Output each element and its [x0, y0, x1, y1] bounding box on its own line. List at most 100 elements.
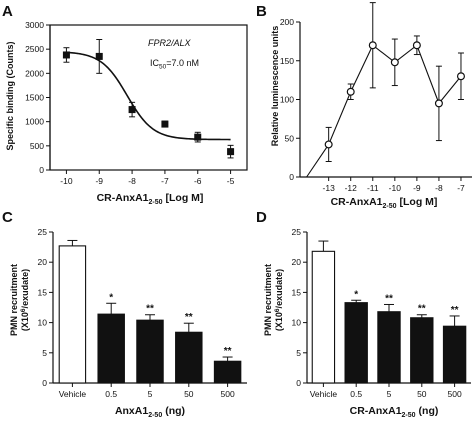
- panel-d-bar-1: [344, 302, 368, 384]
- ic50-prefix: IC: [150, 58, 160, 68]
- panel-d-x-tick-label-0: Vehicle: [310, 389, 338, 399]
- panel-d-bar-0: [311, 250, 336, 384]
- panel-letter-d: D: [256, 209, 267, 226]
- panel-b-x-tick-label-2: -11: [367, 183, 379, 193]
- panel-b-x-axis-title: CR-AnxA12-50 [Log M]: [331, 196, 438, 210]
- panel-b-point-3: [390, 58, 399, 67]
- panel-a-point-0: [62, 51, 70, 59]
- panel-b-x-prefix: CR-AnxA1: [331, 196, 383, 208]
- panel-c-significance-1: *: [109, 292, 113, 303]
- panel-b-point-0: [324, 140, 333, 149]
- panel-c-bar-4: [213, 360, 242, 384]
- panel-b-x-tick-label-0: -13: [323, 183, 336, 193]
- panel-a-x-axis-title: CR-AnxA12-50 [Log M]: [97, 192, 204, 206]
- panel-letter-c: C: [2, 209, 13, 226]
- panel-a-y-tick-label-2: 1000: [25, 117, 44, 127]
- panel-b-x-suffix: [Log M]: [400, 196, 438, 208]
- ic50-suffix: =7.0 nM: [166, 58, 199, 68]
- panel-d-y-sup: 6: [274, 308, 281, 312]
- panel-a-annotation-receptor: FPR2/ALX: [148, 38, 192, 48]
- panel-a-point-5: [227, 148, 235, 156]
- panel-c-y-axis-title-line1: PMN recruitment: [9, 264, 19, 336]
- panel-d-y-part2: /exudate): [274, 269, 284, 309]
- panel-b-point-6: [456, 72, 465, 81]
- panel-c-x-tick-label-4: 500: [221, 389, 235, 399]
- panel-c-x-axis-title: AnxA12-50 (ng): [115, 405, 185, 419]
- panel-a-x-suffix: [Log M]: [166, 192, 204, 204]
- panel-c-bar-1: [97, 313, 125, 384]
- panel-b-x-tick-label-6: -7: [457, 183, 465, 193]
- panel-b-y-tick-label-1: 50: [285, 133, 295, 143]
- panel-d-significance-3: **: [418, 304, 426, 315]
- panel-d-y-tick-label-0: 0: [296, 378, 301, 388]
- panel-c-x-tick-label-1: 0.5: [105, 389, 117, 399]
- panel-d-y-part1: (X10: [274, 312, 284, 331]
- panel-c-bar-3: [175, 331, 203, 384]
- panel-b-x-tick-label-1: -12: [345, 183, 358, 193]
- panel-c-x-tick-label-0: Vehicle: [59, 389, 87, 399]
- panel-c-y-part1: (X10: [20, 312, 30, 331]
- panel-d-y-tick-label-1: 5: [296, 348, 301, 358]
- panel-b-luminescence-curve: Relative luminescence units CR-AnxA12-50…: [270, 2, 472, 210]
- panel-a-x-tick-label-5: -5: [227, 176, 235, 186]
- panel-b-y-axis-title: Relative luminescence units: [270, 26, 280, 147]
- panel-c-y-part2: /exudate): [20, 269, 30, 309]
- panel-d-significance-2: **: [385, 293, 393, 304]
- panel-c-y-tick-label-0: 0: [42, 378, 47, 388]
- panel-c-x-tick-label-2: 5: [148, 389, 153, 399]
- panel-c-y-tick-label-2: 10: [38, 318, 48, 328]
- panel-b-point-4: [412, 41, 421, 50]
- panel-c-x-tick-label-3: 50: [184, 389, 194, 399]
- panel-letter-a: A: [2, 3, 13, 20]
- panel-a-y-tick-label-5: 2500: [25, 44, 44, 54]
- panel-b-x-tick-label-5: -8: [435, 183, 443, 193]
- panel-c-significance-4: **: [224, 346, 232, 357]
- panel-b-y-tick-label-2: 100: [280, 95, 294, 105]
- panel-a-point-1: [95, 52, 103, 60]
- panel-b-point-2: [368, 41, 377, 50]
- panel-b-point-5: [434, 99, 443, 108]
- panel-b-series-line: [306, 44, 462, 178]
- panel-c-y-sup: 6: [20, 308, 27, 312]
- panel-a-y-tick-label-3: 1500: [25, 93, 44, 103]
- panel-b-x-tick-label-3: -10: [389, 183, 402, 193]
- panel-d-bar-3: [410, 317, 434, 384]
- panel-letter-b: B: [256, 3, 267, 20]
- panel-c-x-prefix: AnxA1: [115, 405, 148, 417]
- panel-c-y-tick-label-5: 25: [38, 227, 48, 237]
- panel-d-y-axis-title-line1: PMN recruitment: [263, 264, 273, 336]
- panel-a-x-prefix: CR-AnxA1: [97, 192, 149, 204]
- panel-d-y-axis-title-line2: (X106/exudate): [274, 269, 284, 331]
- panel-a-x-tick-label-1: -9: [95, 176, 103, 186]
- panel-a-x-tick-label-0: -10: [60, 176, 73, 186]
- panel-b-y-tick-label-0: 0: [289, 172, 294, 182]
- panel-d-bar-chart: PMN recruitment (X106/exudate) CR-AnxA12…: [263, 227, 471, 419]
- panel-a-y-tick-label-6: 3000: [25, 20, 44, 30]
- panel-a-x-tick-label-3: -7: [161, 176, 169, 186]
- panel-d-bar-4: [442, 325, 467, 384]
- panel-d-x-tick-label-4: 500: [448, 389, 462, 399]
- panel-b-y-tick-label-4: 200: [280, 17, 294, 27]
- panel-d-significance-1: *: [354, 289, 358, 300]
- panel-b-point-1: [346, 87, 355, 96]
- panel-a-y-tick-label-1: 500: [30, 141, 44, 151]
- panel-a-y-tick-label-0: 0: [39, 165, 44, 175]
- panel-a-point-2: [128, 106, 136, 114]
- panel-d-x-tick-label-3: 50: [417, 389, 427, 399]
- panel-d-x-suffix: (ng): [419, 405, 439, 417]
- panel-a-x-subscript: 2-50: [149, 199, 163, 206]
- panel-c-bar-chart: PMN recruitment (X106/exudate) AnxA12-50…: [9, 227, 247, 419]
- panel-d-significance-4: **: [451, 305, 459, 316]
- panel-a-binding-curve: FPR2/ALX IC50=7.0 nM Specific binding (C…: [5, 20, 248, 206]
- panel-d-x-subscript: 2-50: [402, 412, 416, 419]
- panel-c-x-subscript: 2-50: [148, 412, 162, 419]
- panel-d-bar-2: [377, 311, 401, 384]
- panel-d-x-axis-title: CR-AnxA12-50 (ng): [350, 405, 439, 419]
- panel-a-x-tick-label-2: -8: [128, 176, 136, 186]
- panel-d-x-tick-label-2: 5: [387, 389, 392, 399]
- panel-c-y-tick-label-4: 20: [38, 257, 48, 267]
- panel-a-annotation-ic50: IC50=7.0 nM: [150, 58, 199, 71]
- panel-a-point-4: [194, 133, 202, 141]
- panel-c-y-tick-label-3: 15: [38, 287, 48, 297]
